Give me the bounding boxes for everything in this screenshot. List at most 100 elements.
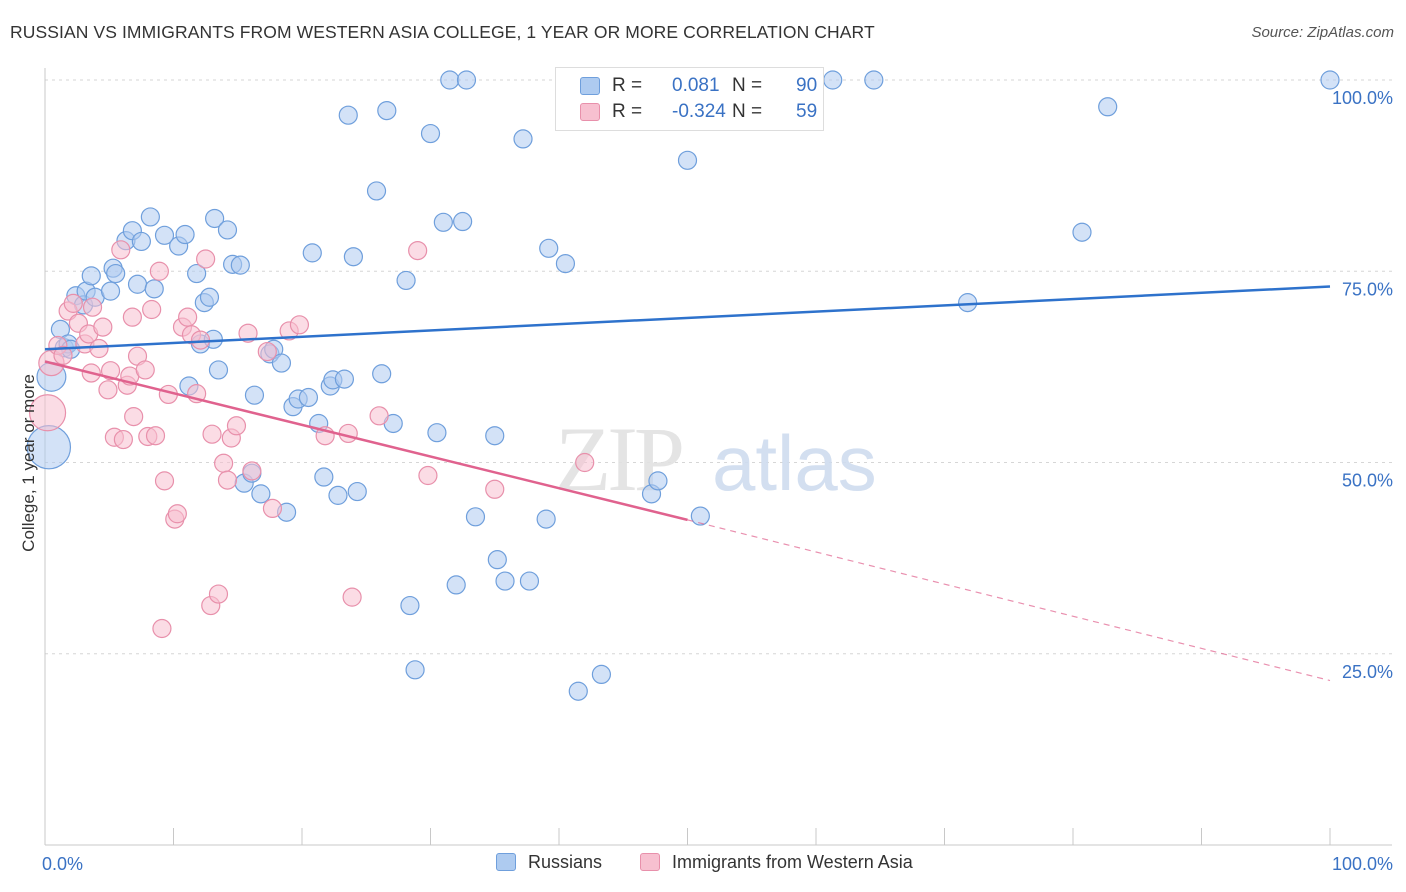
immigrant-point — [226, 416, 247, 436]
russian-point — [230, 255, 250, 275]
bottom-legend-label-russians: Russians — [528, 852, 603, 872]
immigrant-point — [418, 465, 438, 486]
legend-n-label: N = — [732, 101, 763, 122]
russian-point — [495, 571, 515, 591]
immigrant-point — [190, 330, 211, 350]
russian-point — [446, 575, 466, 595]
legend-r-label: R = — [612, 101, 643, 122]
correlation-legend: R = 0.081 N = 90 R = -0.324 N = 59 — [555, 67, 824, 131]
bottom-legend-swatch-immigrants — [640, 853, 660, 871]
russian-point — [400, 595, 420, 616]
russian-point — [347, 481, 367, 502]
russian-point — [433, 212, 453, 232]
immigrant-point — [135, 360, 155, 380]
immigrant-point — [122, 307, 142, 327]
grid-lines — [45, 79, 1392, 655]
russian-point — [187, 263, 207, 284]
immigrant-point — [369, 406, 389, 426]
russian-point — [217, 220, 238, 240]
immigrant-point — [142, 299, 162, 320]
russians-points — [26, 70, 1340, 701]
russian-point — [568, 681, 588, 701]
russian-point — [343, 247, 363, 267]
x-tick-label-min: 0.0% — [42, 854, 83, 874]
immigrant-point — [262, 498, 283, 518]
russian-point — [487, 550, 507, 570]
immigrant-point — [124, 407, 144, 427]
russian-point — [456, 70, 477, 90]
russian-point — [453, 211, 473, 232]
russians-trend-line — [44, 285, 1331, 351]
immigrant-point — [178, 307, 198, 327]
russian-point — [823, 70, 843, 90]
immigrant-point — [238, 323, 258, 343]
y-tick-label-25: 25.0% — [1342, 662, 1393, 682]
x-tick-label-max: 100.0% — [1332, 854, 1393, 874]
russian-point — [175, 224, 195, 245]
russian-point — [864, 70, 884, 90]
immigrant-point — [342, 587, 362, 607]
immigrant-point — [289, 315, 310, 335]
russian-point — [1098, 97, 1118, 117]
y-tick-label-100: 100.0% — [1332, 88, 1393, 108]
trend-lines — [44, 285, 1331, 682]
russian-point — [648, 471, 668, 491]
immigrant-point — [196, 249, 216, 269]
russian-point — [106, 263, 126, 284]
immigrant-point — [257, 341, 277, 362]
russian-point — [958, 293, 978, 313]
immigrant-point — [208, 584, 229, 604]
immigrants-trend-extension — [687, 519, 1331, 682]
russian-point — [427, 423, 447, 443]
russian-point — [485, 426, 505, 446]
russian-point — [591, 664, 612, 685]
immigrant-point — [214, 453, 234, 473]
russian-point — [1072, 222, 1092, 242]
russian-point — [208, 360, 229, 380]
russian-point — [251, 484, 271, 504]
russian-point — [539, 238, 559, 258]
watermark-zip: ZIP — [555, 408, 682, 510]
russian-point — [440, 70, 460, 90]
russian-point — [131, 231, 151, 252]
bottom-legend-label-immigrants: Immigrants from Western Asia — [672, 852, 913, 872]
russian-point — [271, 353, 292, 373]
immigrant-point — [113, 429, 133, 450]
immigrant-point — [53, 345, 73, 365]
immigrant-point — [167, 504, 187, 524]
russian-point — [555, 254, 576, 274]
immigrant-point — [93, 317, 113, 337]
russian-point — [377, 100, 397, 121]
legend-n-value: 90 — [796, 75, 818, 96]
y-tick-label-50: 50.0% — [1342, 471, 1393, 491]
russian-point — [366, 181, 387, 201]
russian-point — [405, 660, 425, 680]
russian-point — [328, 485, 348, 505]
russian-point — [513, 129, 533, 149]
russian-point — [302, 243, 322, 263]
source-label: Source: ZipAtlas.com — [1251, 24, 1394, 41]
legend-r-value: 0.081 — [672, 75, 720, 96]
russian-point — [205, 208, 225, 229]
legend-r-value: -0.324 — [672, 101, 726, 122]
immigrant-point — [152, 618, 172, 639]
immigrant-point — [100, 361, 121, 381]
russian-point — [154, 225, 175, 245]
immigrant-point — [145, 426, 166, 446]
russian-point — [314, 467, 334, 487]
legend-n-value: 59 — [796, 101, 818, 122]
russian-point — [690, 506, 710, 526]
immigrant-point — [82, 297, 103, 317]
russian-point — [536, 509, 556, 529]
immigrants-points — [28, 240, 595, 639]
immigrant-point — [154, 471, 175, 491]
russian-point — [81, 266, 101, 286]
russian-point — [519, 571, 540, 591]
chart-title: RUSSIAN VS IMMIGRANTS FROM WESTERN ASIA … — [10, 22, 875, 42]
russian-point — [334, 369, 355, 389]
russian-point — [465, 507, 486, 527]
immigrants-trend-line — [44, 360, 688, 522]
legend-swatch-russians — [580, 77, 600, 95]
russian-point — [144, 279, 164, 299]
